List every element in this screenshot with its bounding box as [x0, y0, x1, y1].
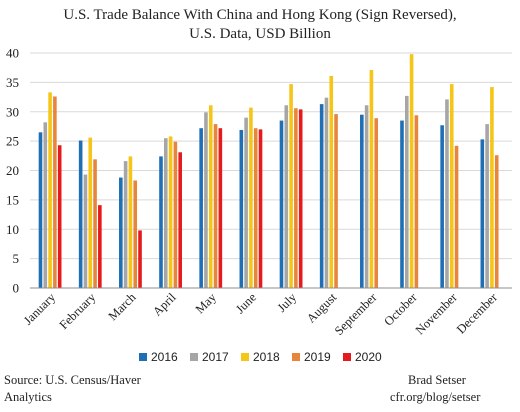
- bar-2019-july: [294, 108, 298, 288]
- bar-2016-july: [279, 120, 284, 288]
- bar-2019-august: [334, 114, 338, 288]
- chart-title-line-1: U.S. Trade Balance With China and Hong K…: [63, 7, 456, 23]
- legend-label-2019: 2019: [304, 350, 331, 364]
- x-tick-label: September: [332, 290, 380, 338]
- source-line-1: Source: U.S. Census/Haver: [4, 373, 142, 387]
- legend-swatch-2020: [343, 353, 351, 361]
- y-tick-label: 25: [6, 134, 19, 149]
- bar-2018-july: [289, 84, 293, 288]
- y-axis-ticks: 0 5 10 15 20 25 30 35 40: [6, 46, 19, 296]
- legend-label-2020: 2020: [355, 350, 382, 364]
- bar-2017-november: [445, 99, 449, 288]
- bar-2017-october: [404, 95, 409, 288]
- bar-2016-december: [480, 139, 485, 288]
- y-tick-label: 15: [6, 192, 19, 207]
- bar-2018-january: [48, 92, 52, 288]
- y-tick-label: 35: [6, 75, 19, 90]
- bar-2017-september: [364, 105, 369, 288]
- author-line-1: Brad Setser: [408, 373, 467, 387]
- bar-2019-october: [414, 115, 419, 289]
- bar-2016-october: [400, 120, 404, 288]
- bar-2019-september: [374, 118, 379, 289]
- y-tick-label: 30: [6, 104, 19, 119]
- bar-2017-august: [324, 97, 329, 289]
- y-tick-label: 40: [6, 46, 19, 61]
- bar-2016-april: [159, 156, 163, 288]
- bar-2016-september: [360, 114, 364, 288]
- bar-2019-january: [53, 96, 57, 288]
- x-tick-label: November: [413, 290, 461, 338]
- bar-2017-april: [163, 138, 168, 288]
- gridlines: [30, 52, 512, 260]
- source-line-2: Analytics: [4, 390, 52, 404]
- y-tick-label: 10: [6, 222, 19, 237]
- bar-2017-july: [284, 105, 289, 288]
- bar-2016-may: [199, 128, 203, 288]
- legend-label-2017: 2017: [202, 350, 229, 364]
- bar-2018-april: [168, 136, 173, 288]
- x-tick-label: August: [304, 290, 340, 326]
- bar-2016-november: [440, 125, 444, 288]
- bar-2019-november: [454, 145, 459, 288]
- bar-2018-september: [369, 70, 374, 288]
- bar-2019-april: [173, 141, 178, 288]
- y-tick-label: 20: [6, 163, 19, 178]
- author-line-2: cfr.org/blog/setser: [390, 390, 481, 404]
- bar-2019-december: [494, 155, 499, 288]
- bar-2020-july: [298, 109, 303, 289]
- bar-2016-june: [239, 129, 244, 288]
- legend-swatch-2017: [190, 353, 198, 361]
- bar-2016-march: [119, 177, 123, 288]
- bar-2020-january: [57, 145, 62, 288]
- bar-2017-march: [123, 161, 128, 288]
- bar-2016-january: [38, 132, 43, 288]
- x-tick-label: July: [275, 290, 300, 315]
- bar-2017-january: [43, 122, 48, 288]
- bar-2019-february: [93, 159, 97, 288]
- legend-label-2016: 2016: [151, 350, 178, 364]
- x-tick-label: December: [454, 290, 501, 337]
- x-tick-label: May: [193, 290, 220, 317]
- x-tick-label: March: [106, 290, 139, 323]
- bar-2018-august: [329, 75, 334, 288]
- bar-2018-october: [409, 54, 414, 288]
- bar-2016-august: [319, 104, 324, 288]
- bar-2018-march: [128, 156, 133, 288]
- x-tick-label: February: [57, 290, 99, 332]
- bar-2020-april: [178, 152, 182, 288]
- bar-2016-february: [78, 140, 83, 288]
- legend-label-2018: 2018: [253, 350, 280, 364]
- legend-swatch-2019: [292, 353, 300, 361]
- y-tick-label: 0: [13, 281, 20, 296]
- legend: 2016 2017 2018 2019 2020: [139, 350, 382, 364]
- bar-2020-march: [138, 230, 142, 288]
- x-tick-label: October: [381, 290, 420, 329]
- bar-2020-june: [258, 129, 263, 288]
- x-tick-label: April: [150, 290, 179, 319]
- bar-2019-june: [253, 128, 258, 288]
- bar-2019-may: [213, 124, 218, 289]
- bar-2017-december: [485, 124, 489, 289]
- bar-2019-march: [133, 180, 138, 288]
- bar-2018-february: [88, 137, 93, 288]
- legend-swatch-2018: [241, 353, 249, 361]
- x-tick-label: January: [21, 290, 59, 328]
- y-tick-label: 5: [13, 251, 20, 266]
- bar-2020-may: [218, 128, 223, 288]
- bar-2018-november: [449, 84, 454, 288]
- legend-swatch-2016: [139, 353, 147, 361]
- bar-2017-february: [83, 174, 88, 288]
- bar-2018-may: [208, 105, 213, 288]
- chart-title-line-2: U.S. Data, USD Billion: [189, 26, 331, 42]
- bar-2018-june: [249, 107, 253, 288]
- bar-2018-december: [490, 87, 494, 288]
- x-tick-label: June: [233, 290, 259, 316]
- bar-2017-may: [204, 112, 208, 289]
- bar-2017-june: [244, 117, 248, 288]
- bar-2020-february: [98, 205, 102, 288]
- bars: [38, 54, 499, 289]
